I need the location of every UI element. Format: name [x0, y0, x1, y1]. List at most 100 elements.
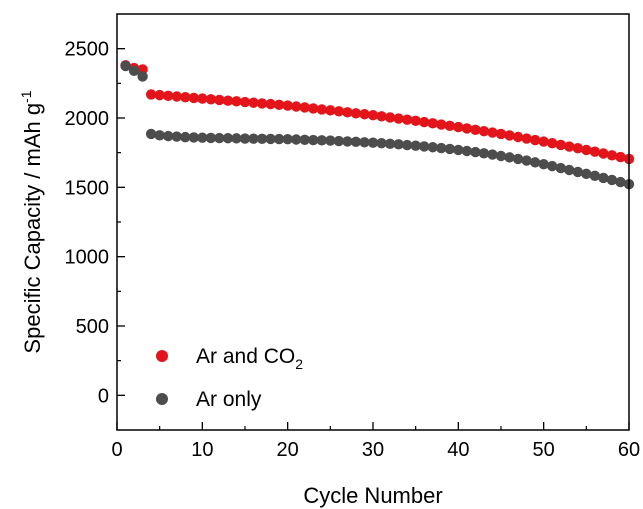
data-point-ar-and-co2 — [265, 98, 276, 110]
data-point-ar-only — [325, 135, 336, 146]
data-point-ar-only — [419, 141, 430, 152]
data-point-ar-and-co2 — [512, 131, 524, 143]
data-point-ar-and-co2 — [308, 103, 319, 114]
y-axis-title-superscript: -1 — [18, 90, 34, 103]
data-point-ar-only — [291, 134, 302, 145]
x-tick-label: 0 — [111, 439, 122, 461]
data-point-ar-and-co2 — [325, 105, 336, 116]
x-tick-label: 20 — [277, 439, 299, 461]
y-axis-title: Specific Capacity / mAh g-1 — [18, 90, 45, 353]
data-point-ar-and-co2 — [359, 109, 370, 120]
data-point-ar-only — [615, 176, 626, 188]
data-point-ar-and-co2 — [419, 116, 430, 128]
y-tick-label: 500 — [76, 316, 109, 338]
data-point-ar-and-co2 — [478, 125, 490, 137]
x-tick-label: 60 — [618, 439, 640, 461]
data-point-ar-and-co2 — [487, 127, 498, 138]
data-point-ar-only — [461, 145, 473, 157]
data-point-ar-only — [128, 65, 140, 77]
data-point-ar-only — [512, 153, 524, 165]
data-point-ar-only — [581, 168, 592, 180]
data-point-ar-and-co2 — [606, 150, 618, 161]
data-point-ar-and-co2 — [239, 96, 251, 108]
data-point-ar-only — [453, 144, 464, 156]
data-point-ar-and-co2 — [205, 94, 217, 105]
data-point-ar-and-co2 — [504, 130, 515, 141]
data-point-ar-and-co2 — [393, 113, 404, 124]
data-point-ar-only — [401, 139, 413, 151]
legend-label-ar-and-co2-subscript: 2 — [295, 356, 303, 372]
data-point-ar-and-co2 — [581, 144, 592, 156]
data-point-ar-only — [120, 60, 131, 72]
y-tick-label: 1500 — [65, 177, 110, 199]
data-point-ar-only — [137, 71, 148, 82]
data-point-ar-and-co2 — [436, 119, 447, 130]
data-point-ar-only — [154, 130, 165, 141]
data-point-ar-and-co2 — [197, 93, 208, 104]
data-point-ar-only — [410, 140, 421, 151]
data-point-ar-and-co2 — [273, 99, 285, 111]
data-point-ar-and-co2 — [214, 94, 225, 106]
y-axis-title-text: Specific Capacity / mAh g — [20, 103, 45, 354]
data-point-ar-only — [444, 143, 455, 155]
data-point-ar-only — [197, 132, 208, 143]
data-point-ar-only — [393, 139, 404, 150]
data-point-ar-only — [231, 133, 242, 144]
data-point-ar-only — [308, 134, 319, 146]
data-point-ar-and-co2 — [529, 134, 541, 146]
data-point-ar-only — [214, 132, 225, 144]
y-tick-label: 0 — [98, 385, 109, 407]
y-tick-label: 1000 — [65, 247, 110, 269]
data-point-ar-and-co2 — [188, 92, 199, 104]
x-tick-label: 10 — [191, 439, 213, 461]
data-point-ar-and-co2 — [299, 102, 310, 113]
data-point-ar-only — [555, 162, 566, 174]
data-point-ar-and-co2 — [384, 112, 396, 123]
legend: Ar and CO2 Ar only — [156, 345, 303, 411]
legend-marker-ar-only — [156, 393, 168, 405]
data-point-ar-and-co2 — [367, 110, 379, 121]
data-point-ar-only — [350, 136, 362, 148]
data-point-ar-and-co2 — [231, 96, 242, 107]
data-point-ar-only — [478, 148, 490, 159]
legend-label-ar-and-co2-text: Ar and CO — [196, 345, 295, 368]
data-point-ar-and-co2 — [444, 120, 455, 131]
data-point-ar-and-co2 — [256, 98, 268, 109]
data-point-ar-only — [470, 146, 481, 158]
data-point-ar-and-co2 — [427, 118, 438, 129]
x-tick-label: 30 — [362, 439, 384, 461]
y-tick-label: 2500 — [65, 39, 110, 61]
data-point-ar-and-co2 — [461, 123, 473, 134]
data-point-ar-and-co2 — [163, 90, 174, 102]
data-point-ar-only — [256, 133, 268, 144]
data-point-ar-and-co2 — [333, 106, 345, 117]
data-point-ar-and-co2 — [453, 121, 464, 133]
data-point-ar-and-co2 — [538, 136, 549, 147]
data-point-ar-only — [239, 133, 251, 144]
data-point-ar-only — [359, 137, 370, 148]
data-point-ar-and-co2 — [222, 95, 234, 106]
data-point-ar-and-co2 — [145, 89, 157, 100]
data-point-ar-only — [504, 152, 515, 163]
data-points — [120, 60, 635, 190]
data-point-ar-only — [342, 136, 353, 147]
data-point-ar-only — [495, 150, 507, 162]
data-point-ar-and-co2 — [248, 97, 259, 108]
data-point-ar-only — [487, 149, 498, 160]
legend-label-ar-only: Ar only — [196, 388, 262, 411]
data-point-ar-and-co2 — [495, 128, 507, 140]
data-point-ar-only — [427, 142, 438, 153]
data-point-ar-only — [376, 138, 387, 149]
data-point-ar-and-co2 — [572, 143, 583, 154]
x-tick-label: 50 — [533, 439, 555, 461]
data-point-ar-only — [273, 133, 285, 145]
data-point-ar-and-co2 — [316, 104, 327, 115]
data-point-ar-only — [171, 131, 182, 142]
legend-label-ar-and-co2: Ar and CO2 — [196, 345, 303, 372]
data-point-ar-only — [529, 157, 541, 168]
data-point-ar-and-co2 — [171, 91, 182, 102]
data-point-ar-and-co2 — [615, 151, 626, 163]
data-point-ar-only — [538, 158, 549, 170]
data-point-ar-and-co2 — [564, 141, 575, 152]
data-point-ar-and-co2 — [547, 138, 558, 149]
